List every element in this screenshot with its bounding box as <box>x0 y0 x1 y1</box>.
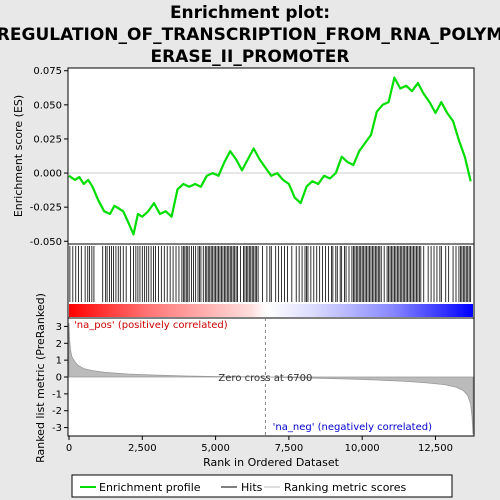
rank-heatmap-bar <box>69 304 473 317</box>
negative-correlation-label: 'na_neg' (negatively correlated) <box>273 422 432 433</box>
legend-enrichment-label: Enrichment profile <box>99 481 201 494</box>
positive-correlation-label: 'na_pos' (positively correlated) <box>74 320 228 331</box>
metric-y-tick-label: -3 <box>52 423 62 434</box>
metric-y-tick-label: 3 <box>56 322 62 333</box>
x-axis-label: Rank in Ordered Dataset <box>203 456 340 469</box>
es-panel <box>67 67 475 245</box>
zero-cross-label: Zero cross at 6700 <box>218 373 312 384</box>
chart-title-line-3: ERASE_II_PROMOTER <box>150 47 349 67</box>
metric-y-tick-label: -2 <box>52 406 62 417</box>
metric-y-tick-label: 1 <box>56 356 62 367</box>
es-y-tick-label: 0.075 <box>33 66 62 77</box>
legend-metric-label: Ranking metric scores <box>284 481 406 494</box>
metric-y-tick-label: 0 <box>56 373 62 384</box>
chart-title-line-2: REGULATION_OF_TRANSCRIPTION_FROM_RNA_POL… <box>0 25 500 45</box>
metric-y-tick-label: 2 <box>56 339 62 350</box>
es-y-tick-label: 0.025 <box>33 134 62 145</box>
x-tick-label: 0 <box>66 443 72 454</box>
legend-box <box>71 474 453 498</box>
legend-hits-label: Hits <box>241 481 263 494</box>
es-y-tick-label: -0.025 <box>30 203 62 214</box>
es-y-axis-label: Enrichment score (ES) <box>12 95 25 217</box>
es-y-tick-label: 0.000 <box>33 169 62 180</box>
x-tick-label: 5,000 <box>201 443 230 454</box>
x-tick-label: 12,500 <box>418 443 453 454</box>
metric-y-axis-label: Ranked list metric (PreRanked) <box>34 293 47 463</box>
x-tick-label: 7,500 <box>275 443 304 454</box>
x-tick-label: 2,500 <box>128 443 157 454</box>
es-y-tick-label: -0.050 <box>30 237 62 248</box>
enrichment-profile-line <box>68 76 472 236</box>
metric-y-tick-label: -1 <box>52 389 62 400</box>
ranking-metric-area <box>68 323 474 435</box>
chart-title-line-1: Enrichment plot: <box>170 3 330 23</box>
x-tick-label: 10,000 <box>345 443 380 454</box>
es-y-tick-label: 0.050 <box>33 100 62 111</box>
